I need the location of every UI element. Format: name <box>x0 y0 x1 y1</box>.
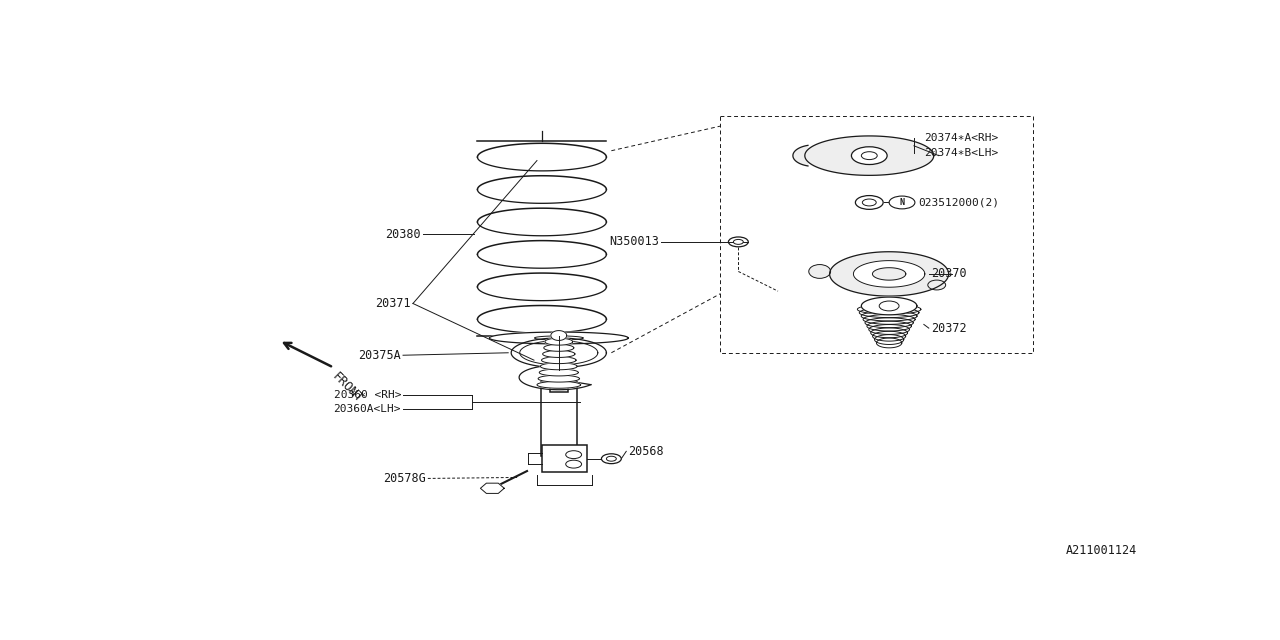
Circle shape <box>728 237 749 247</box>
Polygon shape <box>873 268 906 280</box>
Ellipse shape <box>928 280 946 290</box>
FancyBboxPatch shape <box>543 445 588 472</box>
Polygon shape <box>539 369 579 376</box>
Circle shape <box>863 199 877 206</box>
Circle shape <box>566 460 581 468</box>
Polygon shape <box>870 328 908 338</box>
Text: 20360A<LH>: 20360A<LH> <box>334 404 401 415</box>
Text: 20568: 20568 <box>628 445 664 458</box>
Polygon shape <box>480 483 504 493</box>
Polygon shape <box>805 136 934 175</box>
Polygon shape <box>541 356 576 364</box>
Text: FRONT: FRONT <box>329 370 365 406</box>
Ellipse shape <box>809 264 831 278</box>
FancyBboxPatch shape <box>550 353 568 392</box>
Polygon shape <box>543 351 575 358</box>
Polygon shape <box>550 331 567 340</box>
Circle shape <box>607 456 617 461</box>
Text: N350013: N350013 <box>609 236 659 248</box>
Text: A211001124: A211001124 <box>1066 544 1137 557</box>
Polygon shape <box>877 338 902 348</box>
Text: 20380: 20380 <box>385 228 421 241</box>
Polygon shape <box>829 252 948 296</box>
Polygon shape <box>863 314 915 324</box>
Polygon shape <box>792 145 808 166</box>
Text: 20370: 20370 <box>931 268 966 280</box>
Polygon shape <box>854 260 925 287</box>
Circle shape <box>602 454 621 463</box>
Polygon shape <box>538 375 580 382</box>
Text: 20374∗B<LH>: 20374∗B<LH> <box>924 148 998 158</box>
Polygon shape <box>867 321 911 331</box>
Polygon shape <box>538 381 581 388</box>
Circle shape <box>851 147 887 164</box>
Polygon shape <box>865 318 913 328</box>
Polygon shape <box>858 305 920 314</box>
Circle shape <box>861 152 877 159</box>
Polygon shape <box>869 324 909 334</box>
Polygon shape <box>873 332 906 341</box>
Circle shape <box>890 196 915 209</box>
Polygon shape <box>545 338 572 345</box>
FancyBboxPatch shape <box>541 382 576 456</box>
Polygon shape <box>511 338 607 367</box>
Circle shape <box>855 196 883 209</box>
Circle shape <box>733 239 744 244</box>
Polygon shape <box>861 297 916 315</box>
Polygon shape <box>861 311 916 321</box>
Text: N: N <box>900 198 905 207</box>
Text: 20375A: 20375A <box>358 349 401 362</box>
Circle shape <box>879 301 899 311</box>
Text: 20371: 20371 <box>375 297 411 310</box>
Polygon shape <box>489 332 628 344</box>
Text: 20578G: 20578G <box>383 472 426 485</box>
Text: 023512000(2): 023512000(2) <box>918 198 998 207</box>
Polygon shape <box>540 363 577 370</box>
Text: 20360 <RH>: 20360 <RH> <box>334 390 401 399</box>
Text: 20374∗A<RH>: 20374∗A<RH> <box>924 133 998 143</box>
Circle shape <box>566 451 581 459</box>
Polygon shape <box>859 308 919 317</box>
Polygon shape <box>544 344 573 351</box>
Polygon shape <box>874 335 904 344</box>
Text: 20372: 20372 <box>931 322 966 335</box>
